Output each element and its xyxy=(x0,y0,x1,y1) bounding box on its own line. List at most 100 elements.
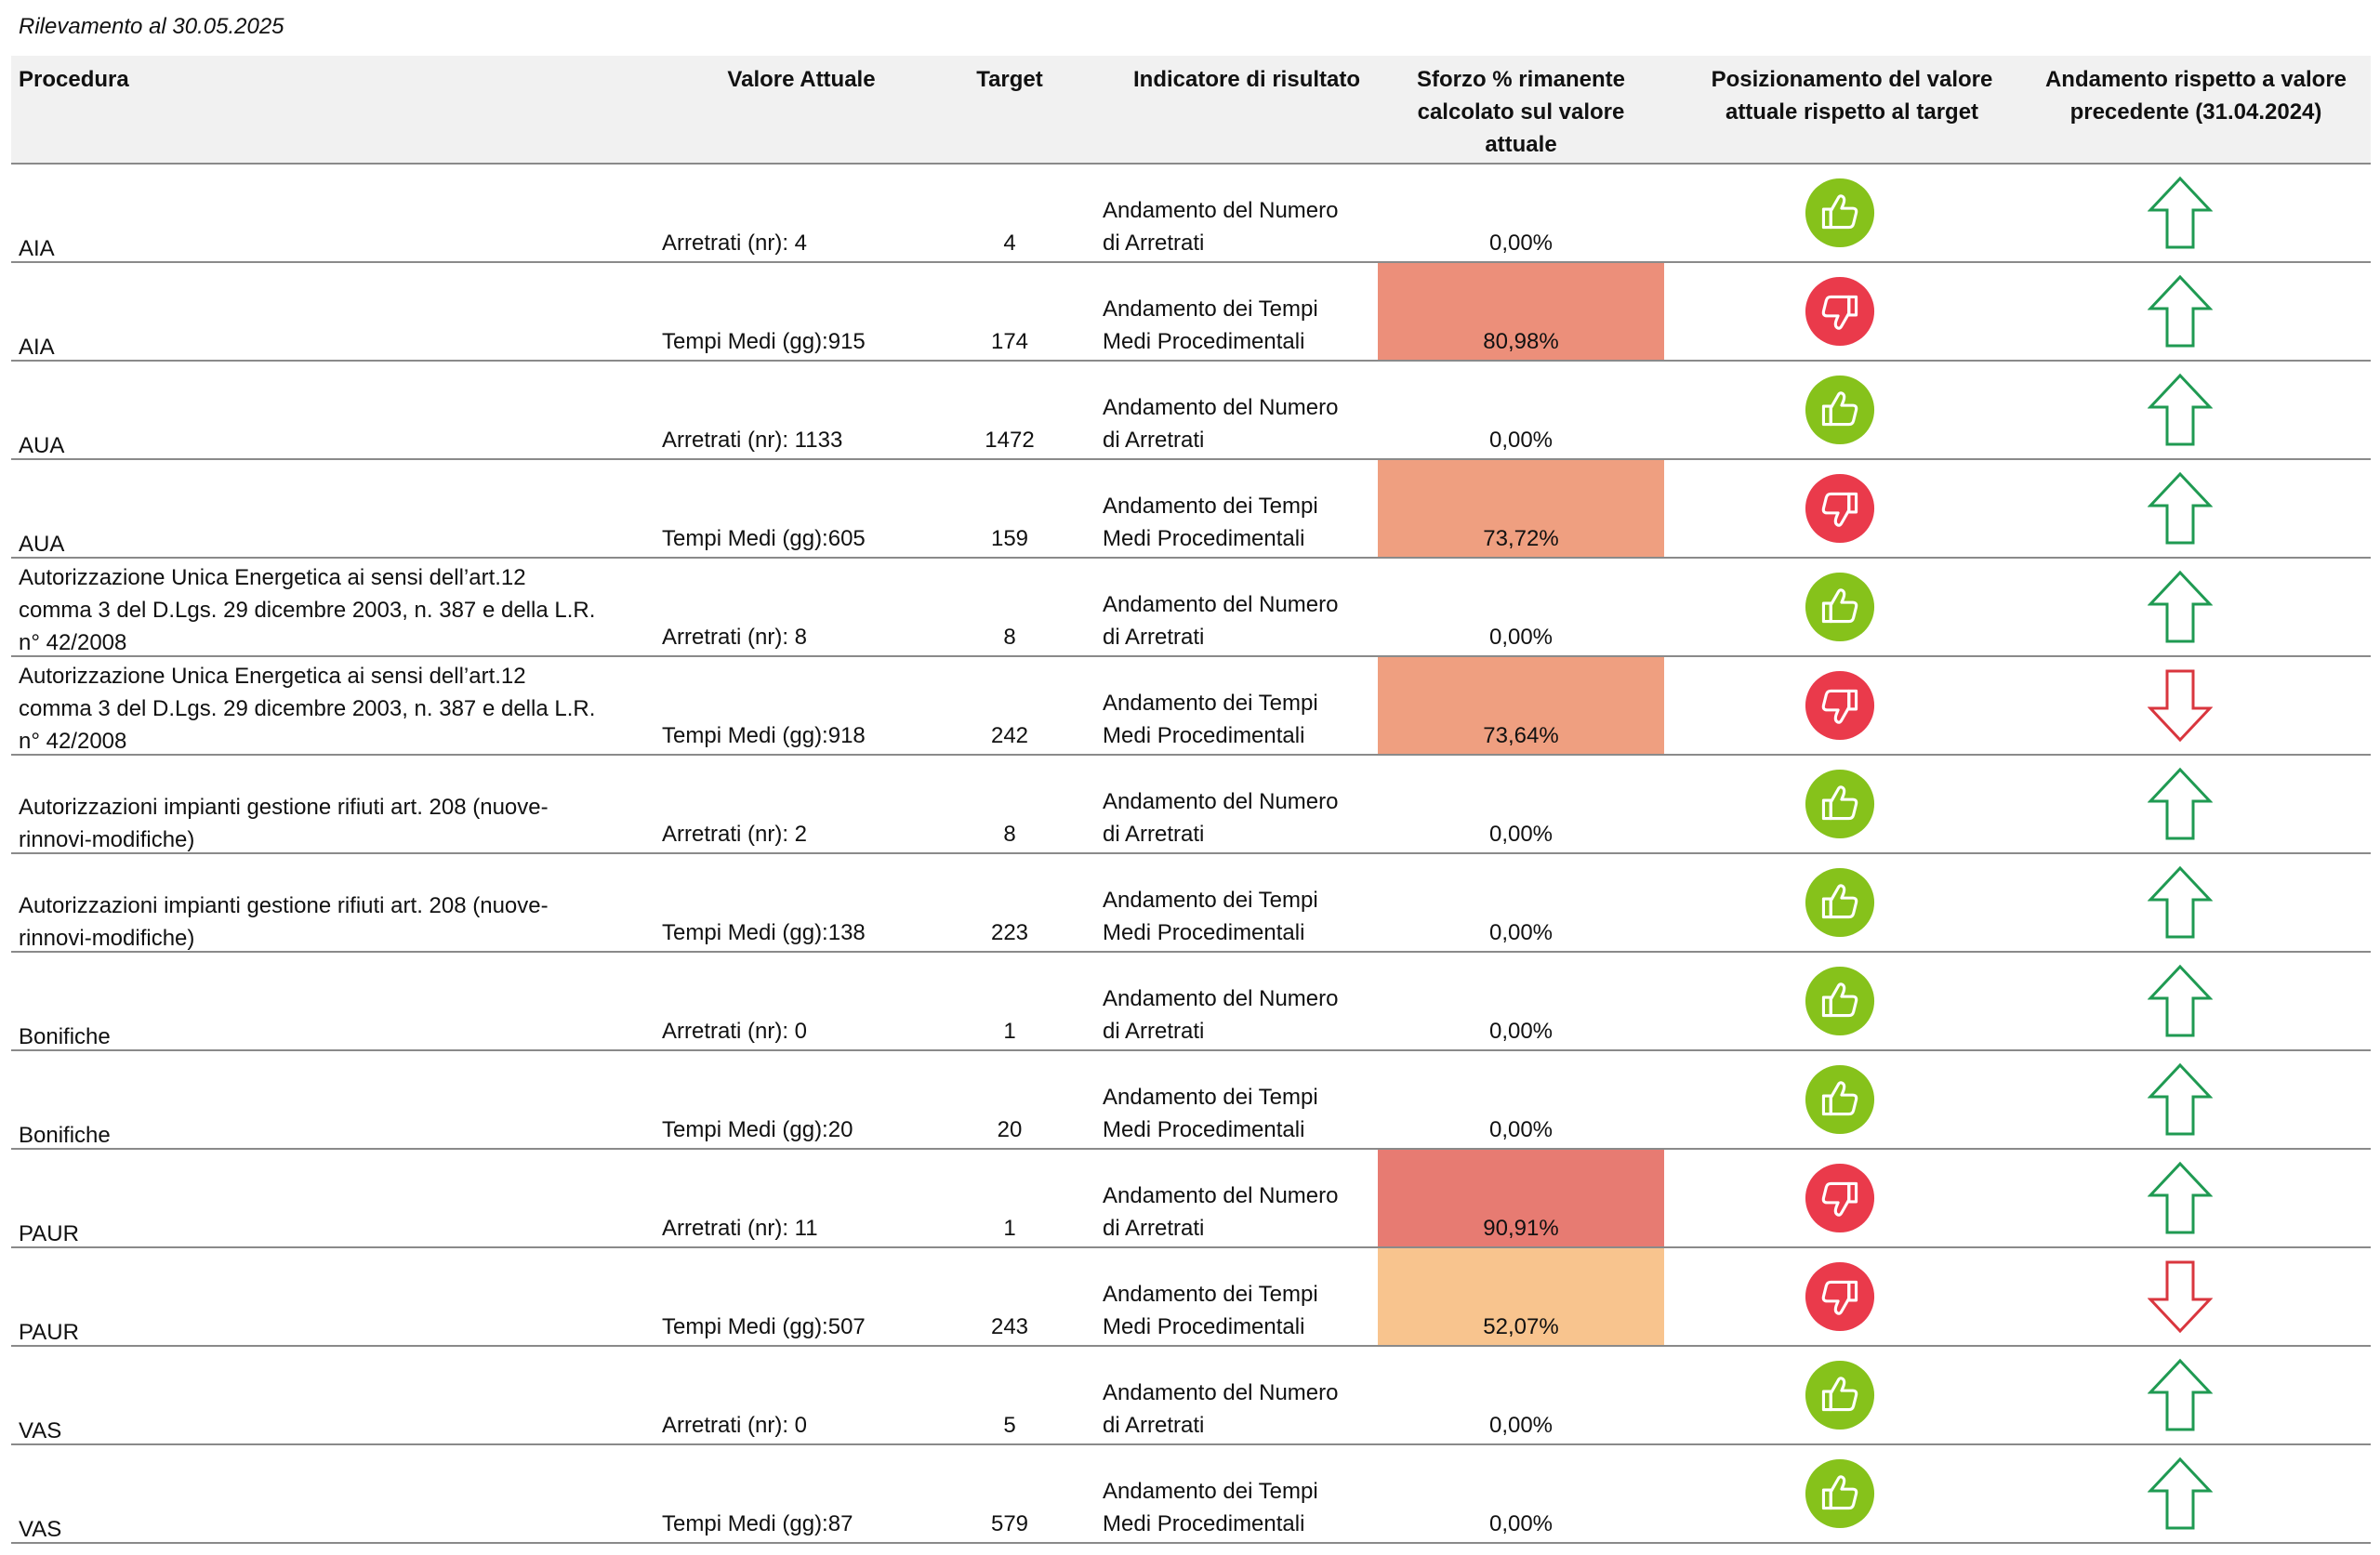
sforzo-cell: 0,00% xyxy=(1378,756,1664,852)
monitoring-table: Procedura Valore Attuale Target Indicato… xyxy=(11,56,2371,1544)
arrow-up-icon xyxy=(2148,176,2213,249)
procedura-line: VAS xyxy=(19,1418,62,1443)
sforzo-cell: 0,00% xyxy=(1378,165,1664,261)
table-row: Bonifiche Arretrati (nr): 0 1 Andamento … xyxy=(11,953,2371,1051)
indicatore-line: Andamento del Numero xyxy=(1103,986,1339,1011)
valore-attuale-cell: Tempi Medi (gg):915 xyxy=(662,329,866,354)
indicatore-line: Andamento del Numero xyxy=(1103,1380,1339,1405)
sforzo-value: 73,72% xyxy=(1483,526,1559,551)
procedura-cell: Autorizzazione Unica Energetica ai sensi… xyxy=(19,660,660,758)
procedura-cell: VAS xyxy=(19,1415,660,1447)
arrow-up-icon xyxy=(2148,767,2213,840)
thumb-up-icon xyxy=(1805,178,1875,248)
indicatore-line: Medi Procedimentali xyxy=(1103,920,1305,945)
thumb-down-icon xyxy=(1805,670,1875,741)
posizionamento-cell xyxy=(1796,1248,1884,1345)
indicatore-line: Medi Procedimentali xyxy=(1103,1117,1305,1142)
indicatore-cell: Andamento dei Tempi Medi Procedimentali xyxy=(1103,1278,1382,1343)
sforzo-value: 0,00% xyxy=(1488,625,1554,650)
indicatore-line: Andamento dei Tempi xyxy=(1103,297,1318,322)
procedura-cell: Bonifiche xyxy=(19,1119,660,1152)
posizionamento-cell xyxy=(1796,1347,1884,1443)
sforzo-value: 0,00% xyxy=(1488,920,1554,945)
posizionamento-cell xyxy=(1796,756,1884,852)
header-sforzo-line: Sforzo % rimanente xyxy=(1416,67,1626,92)
andamento-cell xyxy=(2138,362,2222,458)
indicatore-line: Andamento dei Tempi xyxy=(1103,888,1318,913)
valore-attuale-cell: Arretrati (nr): 8 xyxy=(662,625,808,650)
valore-attuale-cell: Tempi Medi (gg):507 xyxy=(662,1314,866,1339)
sforzo-cell: 0,00% xyxy=(1378,1051,1664,1148)
procedura-line: Autorizzazioni impianti gestione rifiuti… xyxy=(19,893,549,918)
sforzo-value: 0,00% xyxy=(1488,231,1554,256)
indicatore-cell: Andamento dei Tempi Medi Procedimentali xyxy=(1103,884,1382,949)
sforzo-value: 0,00% xyxy=(1488,428,1554,453)
table-row: VAS Tempi Medi (gg):87 579 Andamento dei… xyxy=(11,1445,2371,1544)
sforzo-cell: 73,64% xyxy=(1378,657,1664,754)
target-cell: 4 xyxy=(1003,231,1016,256)
target-cell: 242 xyxy=(990,723,1029,748)
procedura-cell: Bonifiche xyxy=(19,1021,660,1053)
valore-attuale-cell: Tempi Medi (gg):20 xyxy=(662,1117,853,1142)
andamento-cell xyxy=(2138,1150,2222,1246)
arrow-up-icon xyxy=(2148,471,2213,545)
andamento-cell xyxy=(2138,263,2222,360)
procedura-line: Autorizzazioni impianti gestione rifiuti… xyxy=(19,795,549,820)
procedura-cell: AUA xyxy=(19,429,660,462)
indicatore-line: di Arretrati xyxy=(1103,822,1205,847)
table-row: Bonifiche Tempi Medi (gg):20 20 Andament… xyxy=(11,1051,2371,1150)
procedura-cell: AIA xyxy=(19,232,660,265)
sforzo-cell: 0,00% xyxy=(1378,1347,1664,1443)
arrow-up-icon xyxy=(2148,570,2213,643)
indicatore-cell: Andamento del Numero di Arretrati xyxy=(1103,785,1382,850)
indicatore-line: Andamento del Numero xyxy=(1103,592,1339,617)
andamento-cell xyxy=(2138,1051,2222,1148)
target-cell: 223 xyxy=(990,920,1029,945)
sforzo-cell: 80,98% xyxy=(1378,263,1664,360)
thumb-up-icon xyxy=(1805,966,1875,1036)
header-target: Target xyxy=(976,67,1043,92)
valore-attuale-cell: Arretrati (nr): 11 xyxy=(662,1216,818,1241)
arrow-down-icon xyxy=(2148,669,2213,743)
procedura-line: AUA xyxy=(19,433,65,458)
procedura-line: comma 3 del D.Lgs. 29 dicembre 2003, n. … xyxy=(19,696,596,721)
indicatore-line: Andamento dei Tempi xyxy=(1103,494,1318,519)
posizionamento-cell xyxy=(1796,1150,1884,1246)
procedura-line: Autorizzazione Unica Energetica ai sensi… xyxy=(19,565,526,590)
table-body: AIA Arretrati (nr): 4 4 Andamento del Nu… xyxy=(11,165,2371,1544)
header-sforzo: Sforzo % rimanente calcolato sul valore … xyxy=(1378,63,1664,161)
procedura-line: rinnovi-modifiche) xyxy=(19,926,195,951)
indicatore-cell: Andamento dei Tempi Medi Procedimentali xyxy=(1103,490,1382,555)
andamento-cell xyxy=(2138,1347,2222,1443)
sforzo-cell: 0,00% xyxy=(1378,854,1664,951)
sforzo-cell: 0,00% xyxy=(1378,953,1664,1049)
arrow-up-icon xyxy=(2148,1358,2213,1431)
posizionamento-cell xyxy=(1796,559,1884,655)
indicatore-line: di Arretrati xyxy=(1103,1413,1205,1438)
procedura-cell: Autorizzazioni impianti gestione rifiuti… xyxy=(19,890,660,955)
thumb-up-icon xyxy=(1805,769,1875,839)
header-posizionamento-line: attuale rispetto al target xyxy=(1725,99,1979,125)
posizionamento-cell xyxy=(1796,953,1884,1049)
procedura-line: AIA xyxy=(19,236,55,261)
valore-attuale-cell: Arretrati (nr): 0 xyxy=(662,1019,808,1044)
procedura-cell: AIA xyxy=(19,331,660,363)
indicatore-line: Andamento del Numero xyxy=(1103,1183,1339,1208)
sforzo-value: 80,98% xyxy=(1483,329,1559,354)
valore-attuale-cell: Arretrati (nr): 0 xyxy=(662,1413,808,1438)
andamento-cell xyxy=(2138,559,2222,655)
procedura-line: AIA xyxy=(19,335,55,360)
indicatore-cell: Andamento del Numero di Arretrati xyxy=(1103,194,1382,259)
procedura-line: Bonifiche xyxy=(19,1024,111,1049)
header-sforzo-line: attuale xyxy=(1485,132,1557,157)
arrow-up-icon xyxy=(2148,964,2213,1037)
valore-attuale-cell: Tempi Medi (gg):87 xyxy=(662,1511,853,1536)
indicatore-line: Medi Procedimentali xyxy=(1103,723,1305,748)
thumb-up-icon xyxy=(1805,572,1875,642)
procedura-cell: PAUR xyxy=(19,1218,660,1250)
indicatore-line: Medi Procedimentali xyxy=(1103,526,1305,551)
table-row: AUA Arretrati (nr): 1133 1472 Andamento … xyxy=(11,362,2371,460)
sforzo-value: 90,91% xyxy=(1483,1216,1559,1241)
header-procedura: Procedura xyxy=(19,67,129,92)
indicatore-cell: Andamento del Numero di Arretrati xyxy=(1103,588,1382,653)
